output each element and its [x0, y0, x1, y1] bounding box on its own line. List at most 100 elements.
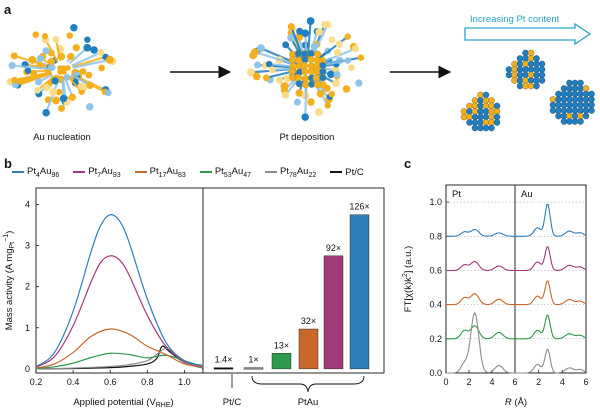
- atom: [577, 112, 584, 120]
- ray: [45, 78, 60, 114]
- exafs-trace-au: [515, 348, 587, 374]
- atom: [84, 36, 91, 43]
- legend-entry: Pt53Au47: [199, 166, 252, 179]
- y-tick-label: 0: [25, 364, 30, 374]
- atom: [42, 47, 50, 55]
- atom: [555, 107, 562, 114]
- atom: [72, 44, 80, 52]
- atom: [301, 29, 310, 38]
- atom: [85, 71, 93, 79]
- atom: [560, 118, 568, 125]
- atom: [482, 108, 490, 115]
- atom: [314, 108, 323, 116]
- atom: [67, 52, 75, 61]
- ray: [20, 72, 52, 83]
- mass-activity-panel: 0 1 2 3 4 0.2 0.4 0.6 0.8 1.0 Applied potential (V…: [3, 187, 385, 408]
- atom: [571, 118, 579, 125]
- ray: [54, 38, 62, 62]
- atom: [43, 83, 51, 92]
- atom: [24, 67, 32, 74]
- atom: [312, 74, 320, 82]
- atom: [582, 107, 590, 114]
- atom: [281, 91, 290, 99]
- atom: [549, 107, 557, 114]
- atom: [577, 79, 584, 87]
- x-tick-label: 6: [583, 377, 588, 387]
- atom: [55, 88, 63, 96]
- atom: [328, 36, 336, 44]
- x-tick-label: 2: [536, 377, 541, 387]
- atom: [268, 66, 276, 74]
- atom: [488, 108, 495, 115]
- atom: [326, 70, 335, 79]
- atom: [85, 103, 94, 111]
- atom: [296, 27, 304, 35]
- atom: [319, 74, 327, 82]
- group-label-ptau: PtAu: [298, 397, 319, 408]
- x-tick-label: 1.0: [178, 377, 191, 387]
- exafs-trace-au: [515, 246, 587, 272]
- atom: [488, 124, 495, 132]
- atom: [254, 61, 261, 69]
- atom: [571, 107, 579, 114]
- atom: [287, 33, 295, 42]
- legend-swatch: [134, 171, 147, 174]
- atom: [577, 96, 584, 103]
- atom: [566, 112, 573, 120]
- bar-data-label: 1.4×: [215, 355, 233, 365]
- atom: [493, 113, 501, 121]
- legend-swatch: [330, 171, 343, 174]
- panel-letter-a: a: [4, 2, 12, 17]
- atom: [522, 66, 529, 73]
- atom: [283, 74, 292, 83]
- y-tick-label: 4: [25, 199, 30, 209]
- atom: [577, 90, 584, 98]
- atom: [47, 63, 56, 72]
- atom: [560, 90, 568, 98]
- atom: [8, 62, 16, 70]
- series-line: [35, 214, 204, 368]
- atom: [471, 108, 479, 115]
- atom: [588, 101, 595, 109]
- group-bracket: [251, 375, 365, 393]
- nanocluster: [288, 49, 327, 89]
- atom: [98, 64, 105, 72]
- atom: [477, 97, 484, 104]
- atom: [588, 90, 595, 98]
- atom: [538, 66, 546, 73]
- atom: [58, 104, 66, 112]
- atom: [471, 119, 479, 126]
- atom: [288, 67, 296, 75]
- atom: [280, 82, 289, 90]
- atom: [57, 65, 63, 71]
- atom: [505, 71, 513, 79]
- deposition-label: Pt deposition: [280, 132, 335, 143]
- atom: [32, 31, 40, 39]
- atom: [538, 60, 546, 68]
- atom: [549, 101, 557, 109]
- atom: [516, 60, 524, 68]
- atom: [566, 90, 573, 98]
- atom: [262, 74, 270, 82]
- atom: [493, 108, 501, 115]
- atom: [527, 60, 535, 68]
- legend-label: Pt53Au47: [214, 166, 252, 179]
- legend-label: Pt4Au96: [27, 166, 60, 179]
- series-line: [35, 328, 204, 369]
- exafs-trace-pt: [446, 293, 515, 306]
- atom: [516, 71, 524, 79]
- atom: [555, 101, 562, 109]
- y-tick-label: 0.6: [429, 265, 442, 275]
- legend-entry: Pt/C: [330, 166, 364, 179]
- atom: [493, 102, 501, 110]
- atom: [482, 113, 490, 121]
- legend: Pt4Au96 Pt7Au93 Pt17Au83 Pt53Au47 Pt78Au22 Pt…: [12, 166, 378, 179]
- legend-swatch: [265, 171, 278, 174]
- atom: [52, 96, 60, 105]
- atom: [538, 71, 546, 79]
- legend-swatch: [12, 171, 24, 174]
- atom: [566, 101, 573, 109]
- atom: [466, 113, 473, 121]
- atom: [560, 107, 568, 114]
- atom: [560, 112, 568, 120]
